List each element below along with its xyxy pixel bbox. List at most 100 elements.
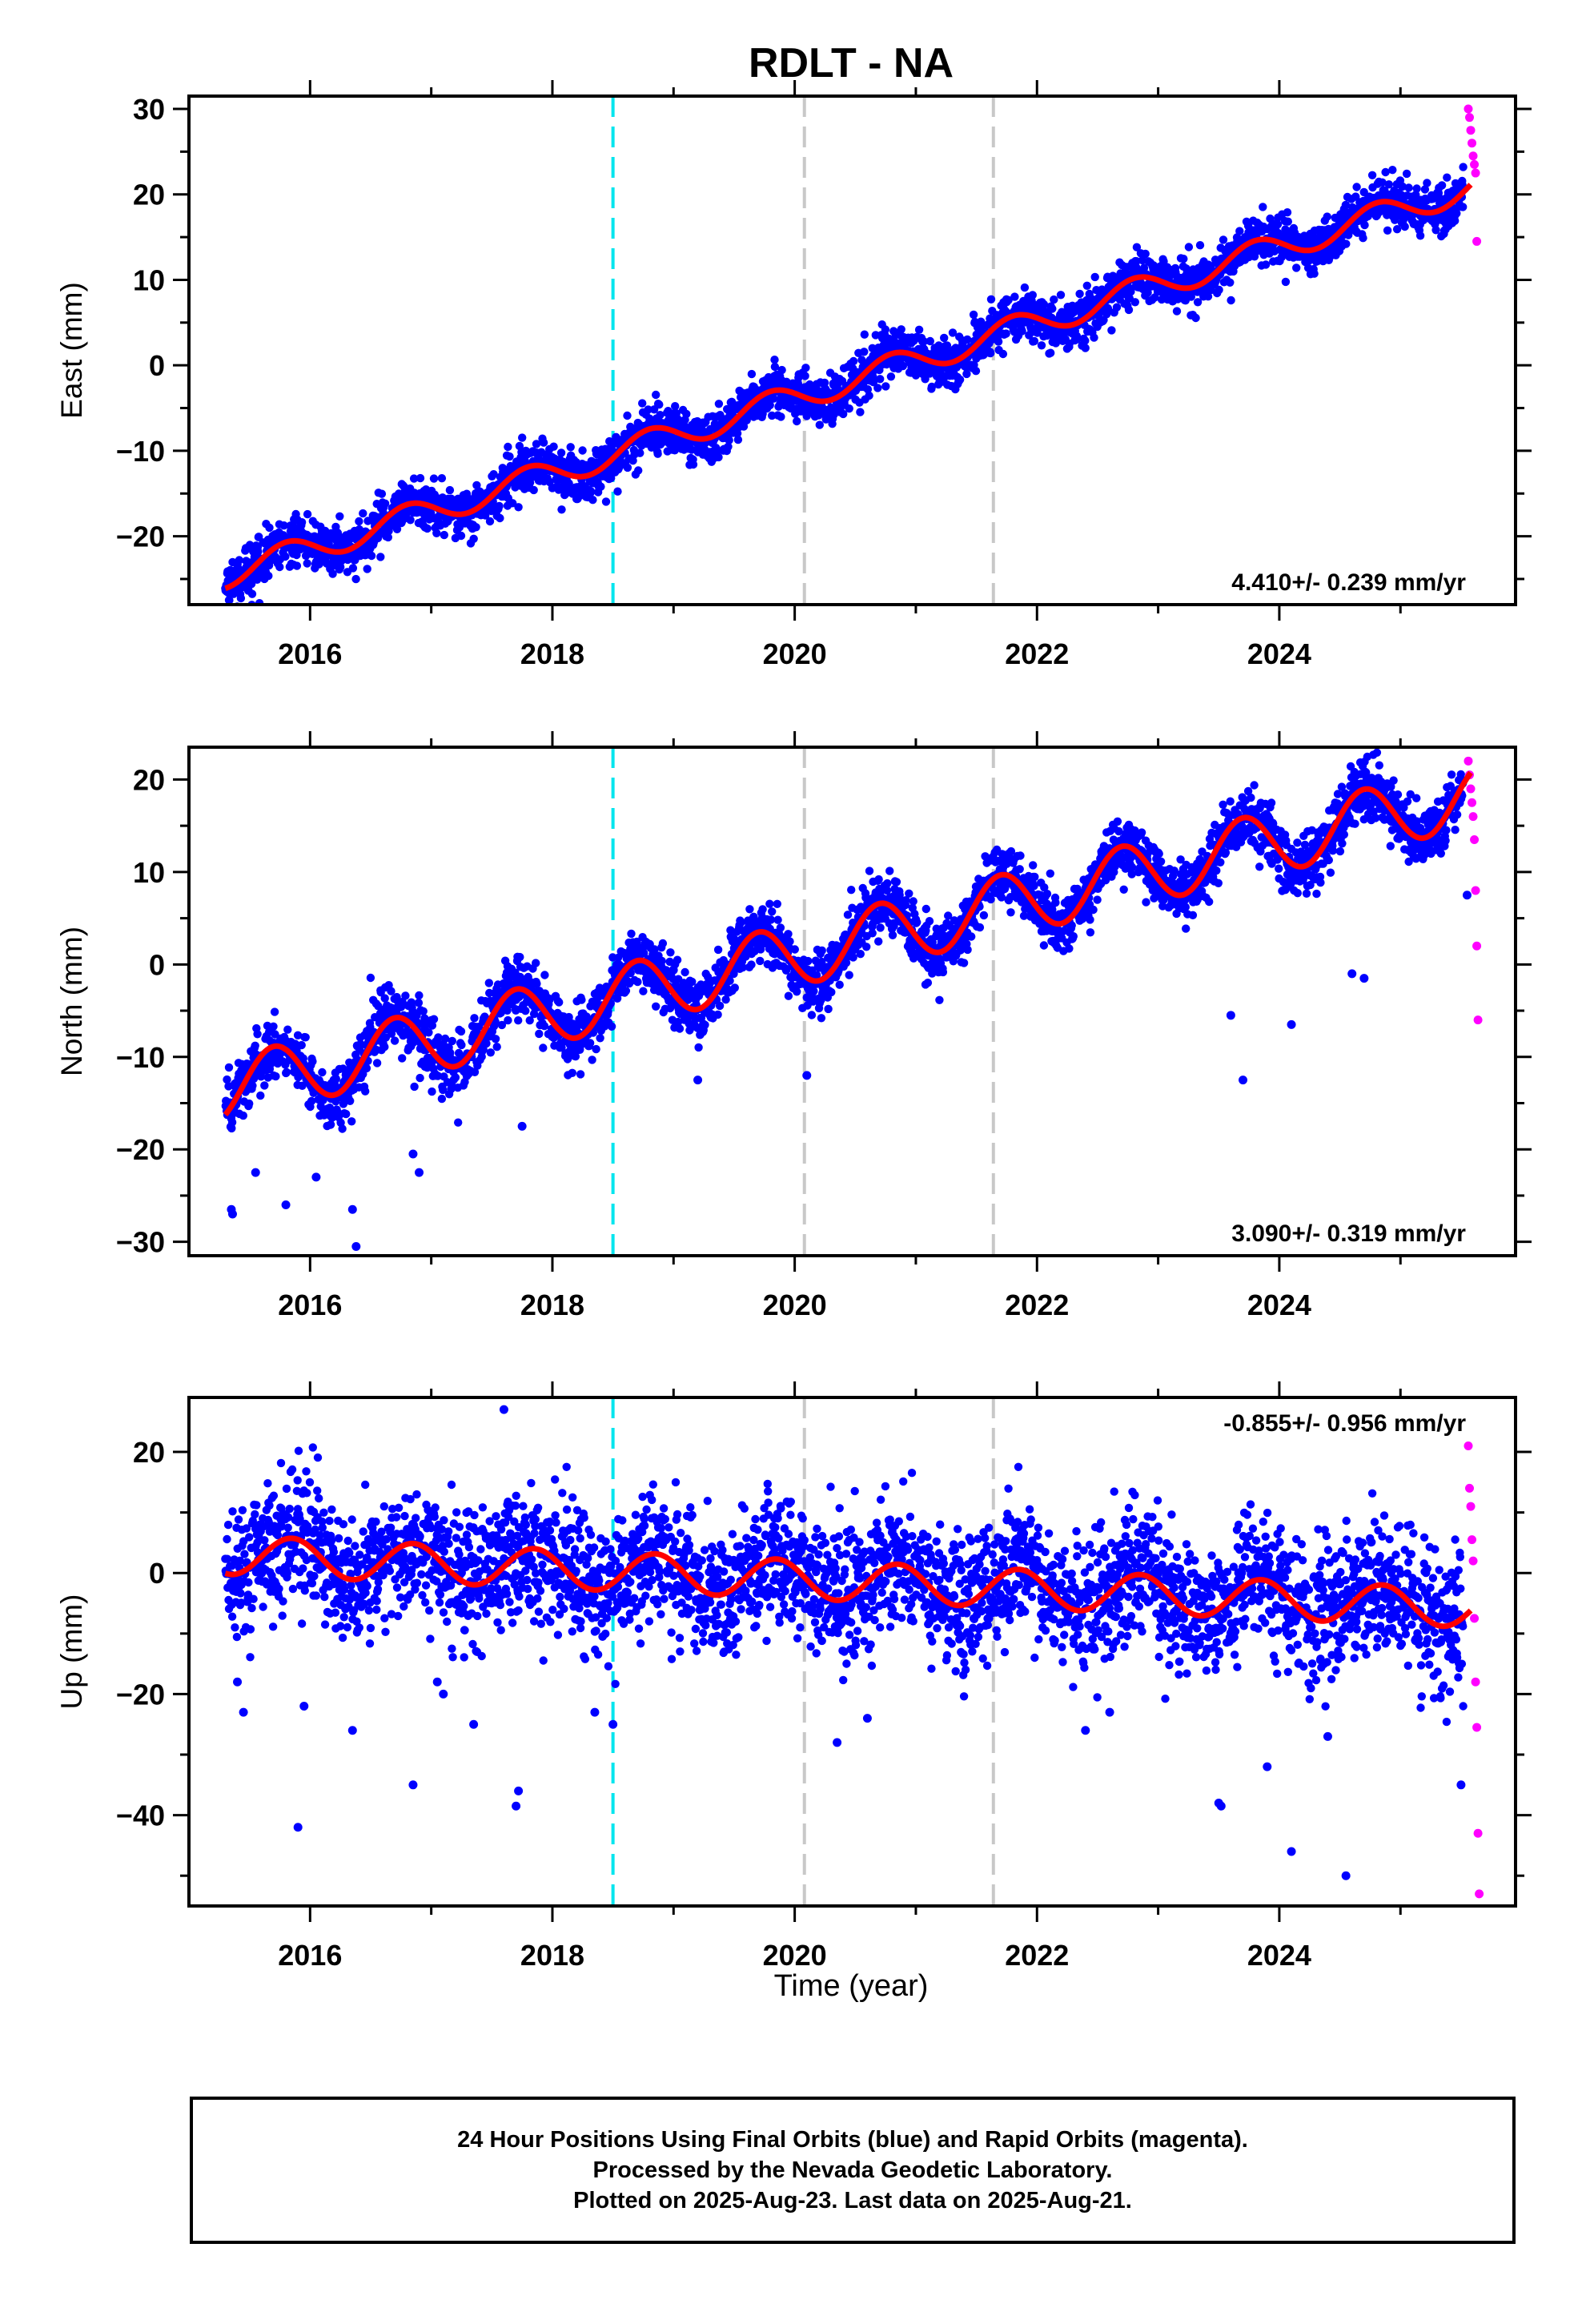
data-point bbox=[955, 375, 965, 384]
data-point bbox=[504, 1015, 512, 1025]
data-point bbox=[724, 442, 733, 451]
data-point bbox=[773, 915, 782, 924]
data-point bbox=[328, 569, 337, 578]
data-point bbox=[331, 1075, 340, 1084]
rapid-orbit-point bbox=[1468, 151, 1478, 161]
data-point bbox=[586, 487, 596, 496]
data-point bbox=[585, 1039, 595, 1047]
data-point bbox=[1090, 333, 1098, 342]
data-point bbox=[1002, 329, 1010, 338]
data-point bbox=[260, 1081, 269, 1090]
data-point bbox=[1219, 235, 1228, 244]
data-point bbox=[440, 530, 448, 540]
data-point bbox=[532, 440, 541, 448]
data-point bbox=[790, 945, 799, 954]
data-point bbox=[1310, 269, 1319, 278]
rapid-orbit-point bbox=[1470, 159, 1480, 169]
data-point bbox=[942, 341, 952, 350]
data-point bbox=[256, 1091, 265, 1100]
data-point bbox=[971, 367, 981, 376]
data-point bbox=[714, 400, 724, 408]
data-point bbox=[556, 448, 566, 457]
data-point bbox=[470, 1014, 479, 1023]
data-point bbox=[773, 899, 781, 909]
data-point bbox=[986, 348, 995, 358]
data-point bbox=[456, 531, 466, 541]
data-point bbox=[784, 930, 793, 939]
data-point bbox=[765, 899, 774, 908]
data-point bbox=[745, 905, 754, 914]
data-point bbox=[601, 497, 611, 506]
data-point bbox=[1443, 173, 1452, 182]
data-point bbox=[227, 1118, 237, 1127]
data-point bbox=[747, 960, 756, 969]
data-point bbox=[1404, 183, 1413, 192]
rapid-orbit-point bbox=[1464, 113, 1474, 123]
data-point bbox=[516, 952, 524, 962]
data-point bbox=[514, 503, 523, 512]
data-point bbox=[275, 562, 284, 572]
data-point bbox=[1075, 289, 1084, 299]
data-point bbox=[1388, 166, 1397, 175]
data-point bbox=[1056, 291, 1066, 300]
data-point bbox=[1359, 234, 1367, 243]
data-point bbox=[777, 412, 785, 421]
plot-area bbox=[221, 747, 1483, 1256]
data-point bbox=[505, 452, 514, 461]
data-point bbox=[801, 372, 809, 380]
data-point bbox=[377, 489, 387, 498]
data-point bbox=[733, 435, 743, 444]
y-tick-label: 0 bbox=[149, 349, 165, 382]
data-point bbox=[1030, 336, 1039, 346]
data-point bbox=[856, 408, 865, 416]
data-point bbox=[784, 991, 793, 1000]
data-point bbox=[770, 356, 779, 364]
data-point bbox=[335, 512, 344, 521]
data-point bbox=[689, 460, 698, 469]
data-point bbox=[1292, 263, 1301, 272]
data-point bbox=[623, 463, 632, 472]
data-point bbox=[1141, 249, 1150, 259]
data-point bbox=[948, 328, 958, 337]
data-point bbox=[986, 295, 996, 304]
y-tick-label: −20 bbox=[116, 521, 165, 553]
data-point bbox=[451, 1073, 460, 1082]
data-point bbox=[307, 1096, 316, 1106]
data-point bbox=[251, 1041, 259, 1051]
data-point bbox=[1191, 313, 1200, 323]
data-point bbox=[845, 404, 853, 413]
data-point bbox=[514, 1016, 523, 1025]
data-point bbox=[1081, 344, 1090, 352]
data-point bbox=[623, 411, 632, 420]
rapid-orbit-point bbox=[1466, 126, 1476, 135]
data-point bbox=[1020, 283, 1030, 292]
data-point bbox=[1046, 348, 1055, 357]
data-point bbox=[271, 1072, 280, 1081]
data-point bbox=[793, 416, 801, 426]
data-point bbox=[1033, 328, 1042, 337]
data-point bbox=[410, 1082, 419, 1092]
data-point bbox=[633, 977, 642, 987]
data-point bbox=[283, 1025, 292, 1034]
data-point bbox=[849, 356, 858, 366]
rapid-orbit-point bbox=[1471, 168, 1480, 178]
data-point bbox=[1010, 292, 1019, 301]
data-point bbox=[715, 1001, 725, 1011]
data-point bbox=[376, 553, 385, 561]
data-point bbox=[540, 971, 549, 979]
data-point bbox=[518, 433, 527, 442]
data-point bbox=[1342, 239, 1351, 248]
rapid-orbit-point bbox=[1472, 236, 1482, 246]
final-orbit-points bbox=[221, 748, 1472, 1251]
data-point bbox=[652, 390, 661, 400]
data-point bbox=[1283, 217, 1293, 226]
data-point bbox=[254, 547, 263, 556]
data-point bbox=[224, 1063, 234, 1072]
data-point bbox=[318, 1068, 327, 1077]
data-point bbox=[737, 918, 745, 927]
data-point bbox=[555, 998, 564, 1007]
data-point bbox=[529, 485, 538, 495]
data-point bbox=[1124, 305, 1134, 315]
data-point bbox=[705, 424, 715, 434]
